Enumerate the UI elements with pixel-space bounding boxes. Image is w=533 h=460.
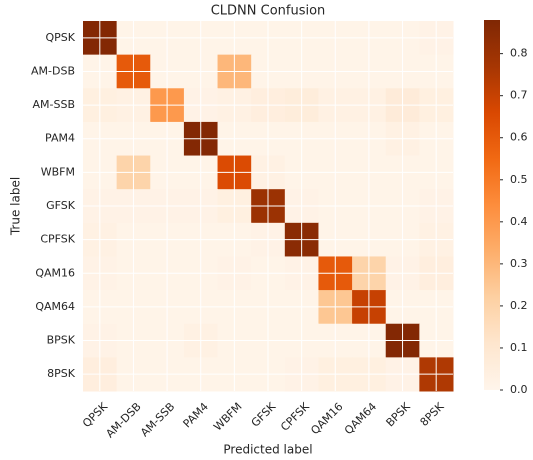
y-tick-label: GFSK (46, 199, 76, 212)
y-tick-label: PAM4 (45, 132, 75, 145)
y-tick-label: CPFSK (40, 233, 75, 246)
x-tick-label: WBFM (211, 400, 244, 433)
y-tick-label: WBFM (41, 165, 75, 178)
colorbar-tick-label: 0.2 (510, 299, 528, 312)
y-tick-label: BPSK (47, 334, 76, 347)
colorbar-tick-label: 0.3 (510, 257, 528, 270)
x-tick-label: QAM16 (308, 400, 345, 437)
y-tick-label: QPSK (46, 31, 76, 44)
y-tick-label: 8PSK (47, 367, 76, 380)
colorbar-tick-label: 0.0 (510, 383, 528, 396)
chart-title: CLDNN Confusion (211, 4, 326, 19)
x-tick-label: CPFSK (278, 400, 312, 434)
x-tick-label: QAM64 (342, 400, 379, 437)
colorbar-tick-label: 0.5 (510, 173, 528, 186)
x-tick-label: BPSK (384, 400, 414, 430)
x-tick-label: QPSK (80, 400, 111, 431)
colorbar-tick-label: 0.1 (510, 341, 528, 354)
y-tick-label: QAM64 (35, 300, 75, 313)
colorbar-tick-label: 0.6 (510, 131, 528, 144)
x-tick-label: AM-SSB (138, 400, 177, 439)
x-tick-label: GFSK (249, 399, 279, 429)
colorbar (484, 20, 500, 390)
y-tick-label: QAM16 (35, 266, 75, 279)
y-tick-label: AM-SSB (33, 98, 76, 111)
colorbar-tick-label: 0.7 (510, 89, 528, 102)
x-tick-label: AM-DSB (103, 400, 143, 440)
y-axis-label: True label (9, 177, 23, 236)
y-tick-label: AM-DSB (31, 64, 75, 77)
x-tick-label: PAM4 (181, 400, 211, 430)
colorbar-tick-label: 0.4 (510, 215, 528, 228)
x-axis-label: Predicted label (223, 443, 312, 457)
x-tick-label: 8PSK (418, 399, 447, 428)
colorbar-tick-label: 0.8 (510, 47, 528, 60)
